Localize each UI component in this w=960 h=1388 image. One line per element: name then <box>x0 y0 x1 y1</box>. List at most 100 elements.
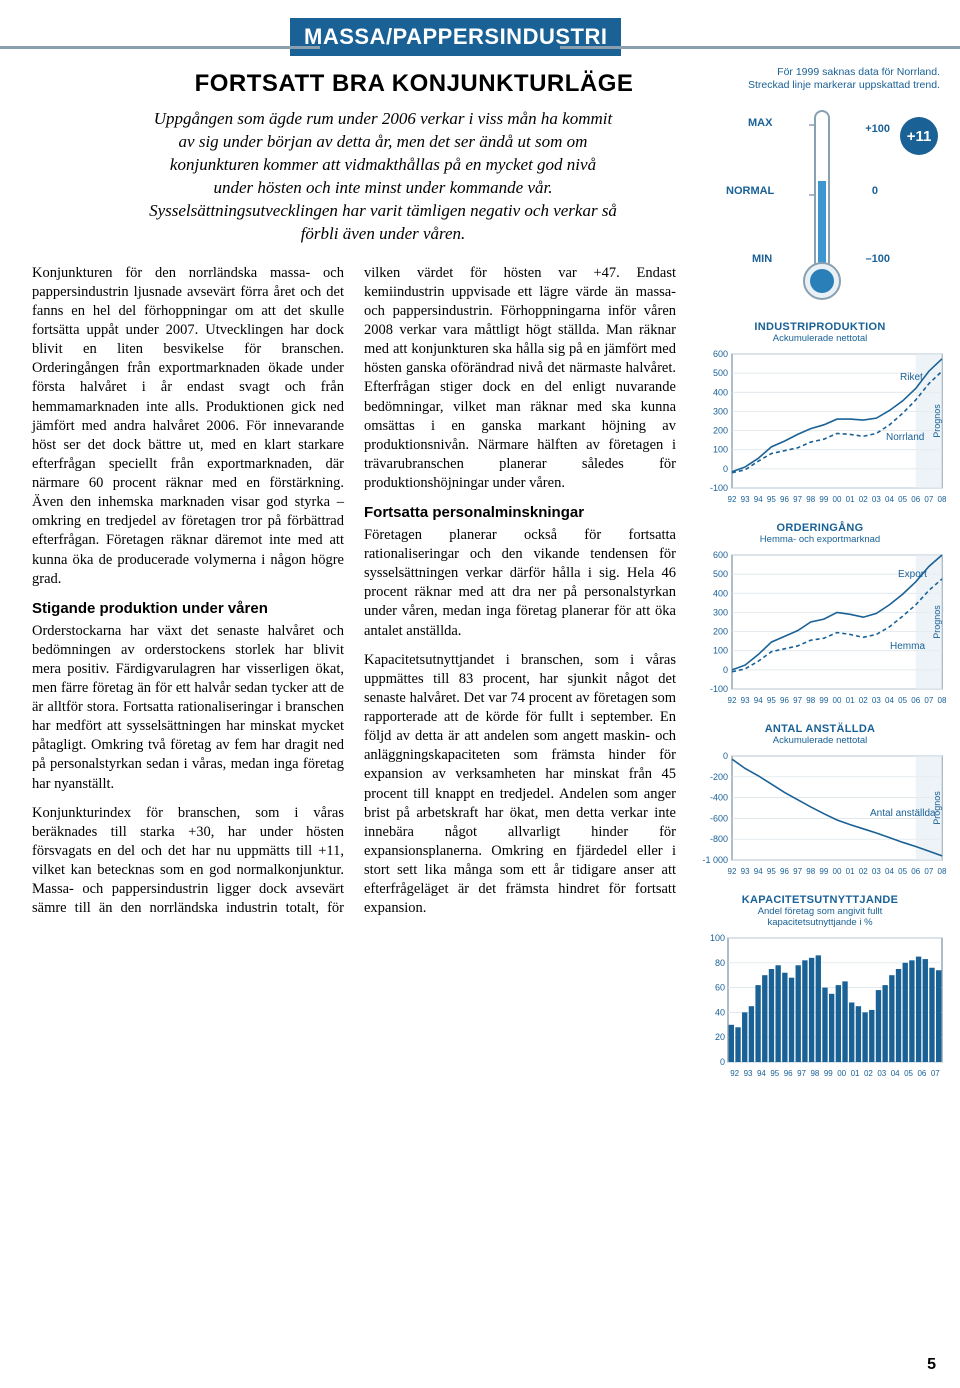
chart-title: ORDERINGÅNG <box>700 522 940 534</box>
svg-text:Riket: Riket <box>900 372 923 383</box>
svg-text:93: 93 <box>741 495 750 504</box>
svg-text:-400: -400 <box>710 793 728 803</box>
chart-capacity: KAPACITETSUTNYTTJANDE Andel företag som … <box>700 894 940 1080</box>
svg-text:94: 94 <box>754 495 763 504</box>
svg-text:94: 94 <box>757 1069 766 1078</box>
svg-text:Hemma: Hemma <box>890 641 925 652</box>
svg-text:00: 00 <box>833 867 842 876</box>
svg-text:00: 00 <box>833 696 842 705</box>
svg-text:06: 06 <box>911 495 920 504</box>
svg-text:03: 03 <box>872 867 881 876</box>
header-rule-right <box>560 46 960 49</box>
svg-text:0: 0 <box>720 1057 725 1067</box>
svg-text:0: 0 <box>723 665 728 675</box>
chart-title: INDUSTRIPRODUKTION <box>700 321 940 333</box>
svg-text:05: 05 <box>904 1069 913 1078</box>
svg-text:-600: -600 <box>710 814 728 824</box>
svg-text:-100: -100 <box>710 684 728 694</box>
index-badge: +11 <box>900 117 938 155</box>
page-number: 5 <box>927 1356 936 1374</box>
svg-text:96: 96 <box>780 696 789 705</box>
svg-text:Antal anställda: Antal anställda <box>870 808 936 819</box>
svg-text:92: 92 <box>728 867 737 876</box>
svg-text:97: 97 <box>793 696 802 705</box>
line-chart: -1 000-800-600-400-200092939495969798990… <box>700 750 948 878</box>
svg-text:100: 100 <box>713 445 728 455</box>
min-val: –100 <box>866 253 890 265</box>
subheading: Fortsatta personalminskningar <box>364 503 676 523</box>
svg-text:Norrland: Norrland <box>886 432 924 443</box>
svg-text:00: 00 <box>837 1069 846 1078</box>
svg-text:93: 93 <box>744 1069 753 1078</box>
svg-text:60: 60 <box>715 983 725 993</box>
body-text-columns: Konjunkturen för den norrländska massa- … <box>32 264 676 924</box>
svg-text:93: 93 <box>741 696 750 705</box>
svg-text:0: 0 <box>723 751 728 761</box>
svg-text:07: 07 <box>924 495 933 504</box>
chart-orders: ORDERINGÅNG Hemma- och exportmarknad -10… <box>700 522 940 707</box>
zero-val: 0 <box>872 185 878 197</box>
paragraph: Konjunkturen för den norrländska massa- … <box>32 264 344 589</box>
svg-text:05: 05 <box>898 696 907 705</box>
sidebar-note: För 1999 saknas data för Norrland. Strec… <box>700 66 940 91</box>
svg-text:100: 100 <box>710 933 725 943</box>
thermometer-icon <box>800 105 844 305</box>
article-body: FORTSATT BRA KONJUNKTURLÄGE Uppgången so… <box>32 66 692 1096</box>
svg-text:94: 94 <box>754 867 763 876</box>
svg-text:99: 99 <box>819 495 828 504</box>
svg-text:04: 04 <box>891 1069 900 1078</box>
chart-title: ANTAL ANSTÄLLDA <box>700 723 940 735</box>
svg-text:08: 08 <box>938 495 947 504</box>
svg-text:300: 300 <box>713 407 728 417</box>
svg-text:92: 92 <box>728 696 737 705</box>
svg-text:01: 01 <box>846 696 855 705</box>
svg-text:02: 02 <box>859 696 868 705</box>
svg-text:07: 07 <box>924 867 933 876</box>
svg-text:500: 500 <box>713 368 728 378</box>
svg-text:-1 000: -1 000 <box>702 855 728 865</box>
svg-text:Prognos: Prognos <box>932 605 942 639</box>
svg-text:95: 95 <box>767 495 776 504</box>
svg-text:-200: -200 <box>710 772 728 782</box>
chart-employees: ANTAL ANSTÄLLDA Ackumulerade nettotal -1… <box>700 723 940 878</box>
sidebar: För 1999 saknas data för Norrland. Strec… <box>692 66 940 1096</box>
svg-text:94: 94 <box>754 696 763 705</box>
svg-text:-800: -800 <box>710 834 728 844</box>
svg-text:98: 98 <box>806 495 815 504</box>
svg-text:01: 01 <box>851 1069 860 1078</box>
svg-text:300: 300 <box>713 608 728 618</box>
section-banner: MASSA/PAPPERSINDUSTRI <box>290 18 621 56</box>
svg-text:07: 07 <box>931 1069 940 1078</box>
svg-text:100: 100 <box>713 646 728 656</box>
svg-text:03: 03 <box>877 1069 886 1078</box>
article-title: FORTSATT BRA KONJUNKTURLÄGE <box>152 70 676 98</box>
svg-text:95: 95 <box>767 867 776 876</box>
svg-text:92: 92 <box>730 1069 739 1078</box>
svg-text:06: 06 <box>911 696 920 705</box>
svg-text:20: 20 <box>715 1032 725 1042</box>
thermometer-gauge: MAX NORMAL MIN +100 0 –100 +11 <box>700 97 940 307</box>
svg-text:96: 96 <box>784 1069 793 1078</box>
svg-text:99: 99 <box>819 867 828 876</box>
svg-text:95: 95 <box>767 696 776 705</box>
chart-subtitle: Hemma- och exportmarknad <box>700 534 940 545</box>
svg-text:96: 96 <box>780 867 789 876</box>
svg-text:04: 04 <box>885 696 894 705</box>
svg-text:500: 500 <box>713 569 728 579</box>
svg-text:02: 02 <box>864 1069 873 1078</box>
svg-text:98: 98 <box>810 1069 819 1078</box>
svg-text:97: 97 <box>793 495 802 504</box>
line-chart: -100010020030040050060092939495969798990… <box>700 348 948 506</box>
svg-text:400: 400 <box>713 588 728 598</box>
min-label: MIN <box>752 253 772 265</box>
bar-chart: 0204060801009293949596979899000102030405… <box>700 932 948 1080</box>
svg-text:00: 00 <box>833 495 842 504</box>
svg-text:01: 01 <box>846 495 855 504</box>
normal-label: NORMAL <box>726 185 774 197</box>
chart-subtitle: Andel företag som angivit fullt kapacite… <box>700 906 940 928</box>
paragraph: Orderstockarna har växt det senaste halv… <box>32 622 344 794</box>
svg-text:95: 95 <box>770 1069 779 1078</box>
svg-text:40: 40 <box>715 1008 725 1018</box>
main-content: FORTSATT BRA KONJUNKTURLÄGE Uppgången so… <box>0 66 960 1096</box>
svg-text:Prognos: Prognos <box>932 404 942 438</box>
